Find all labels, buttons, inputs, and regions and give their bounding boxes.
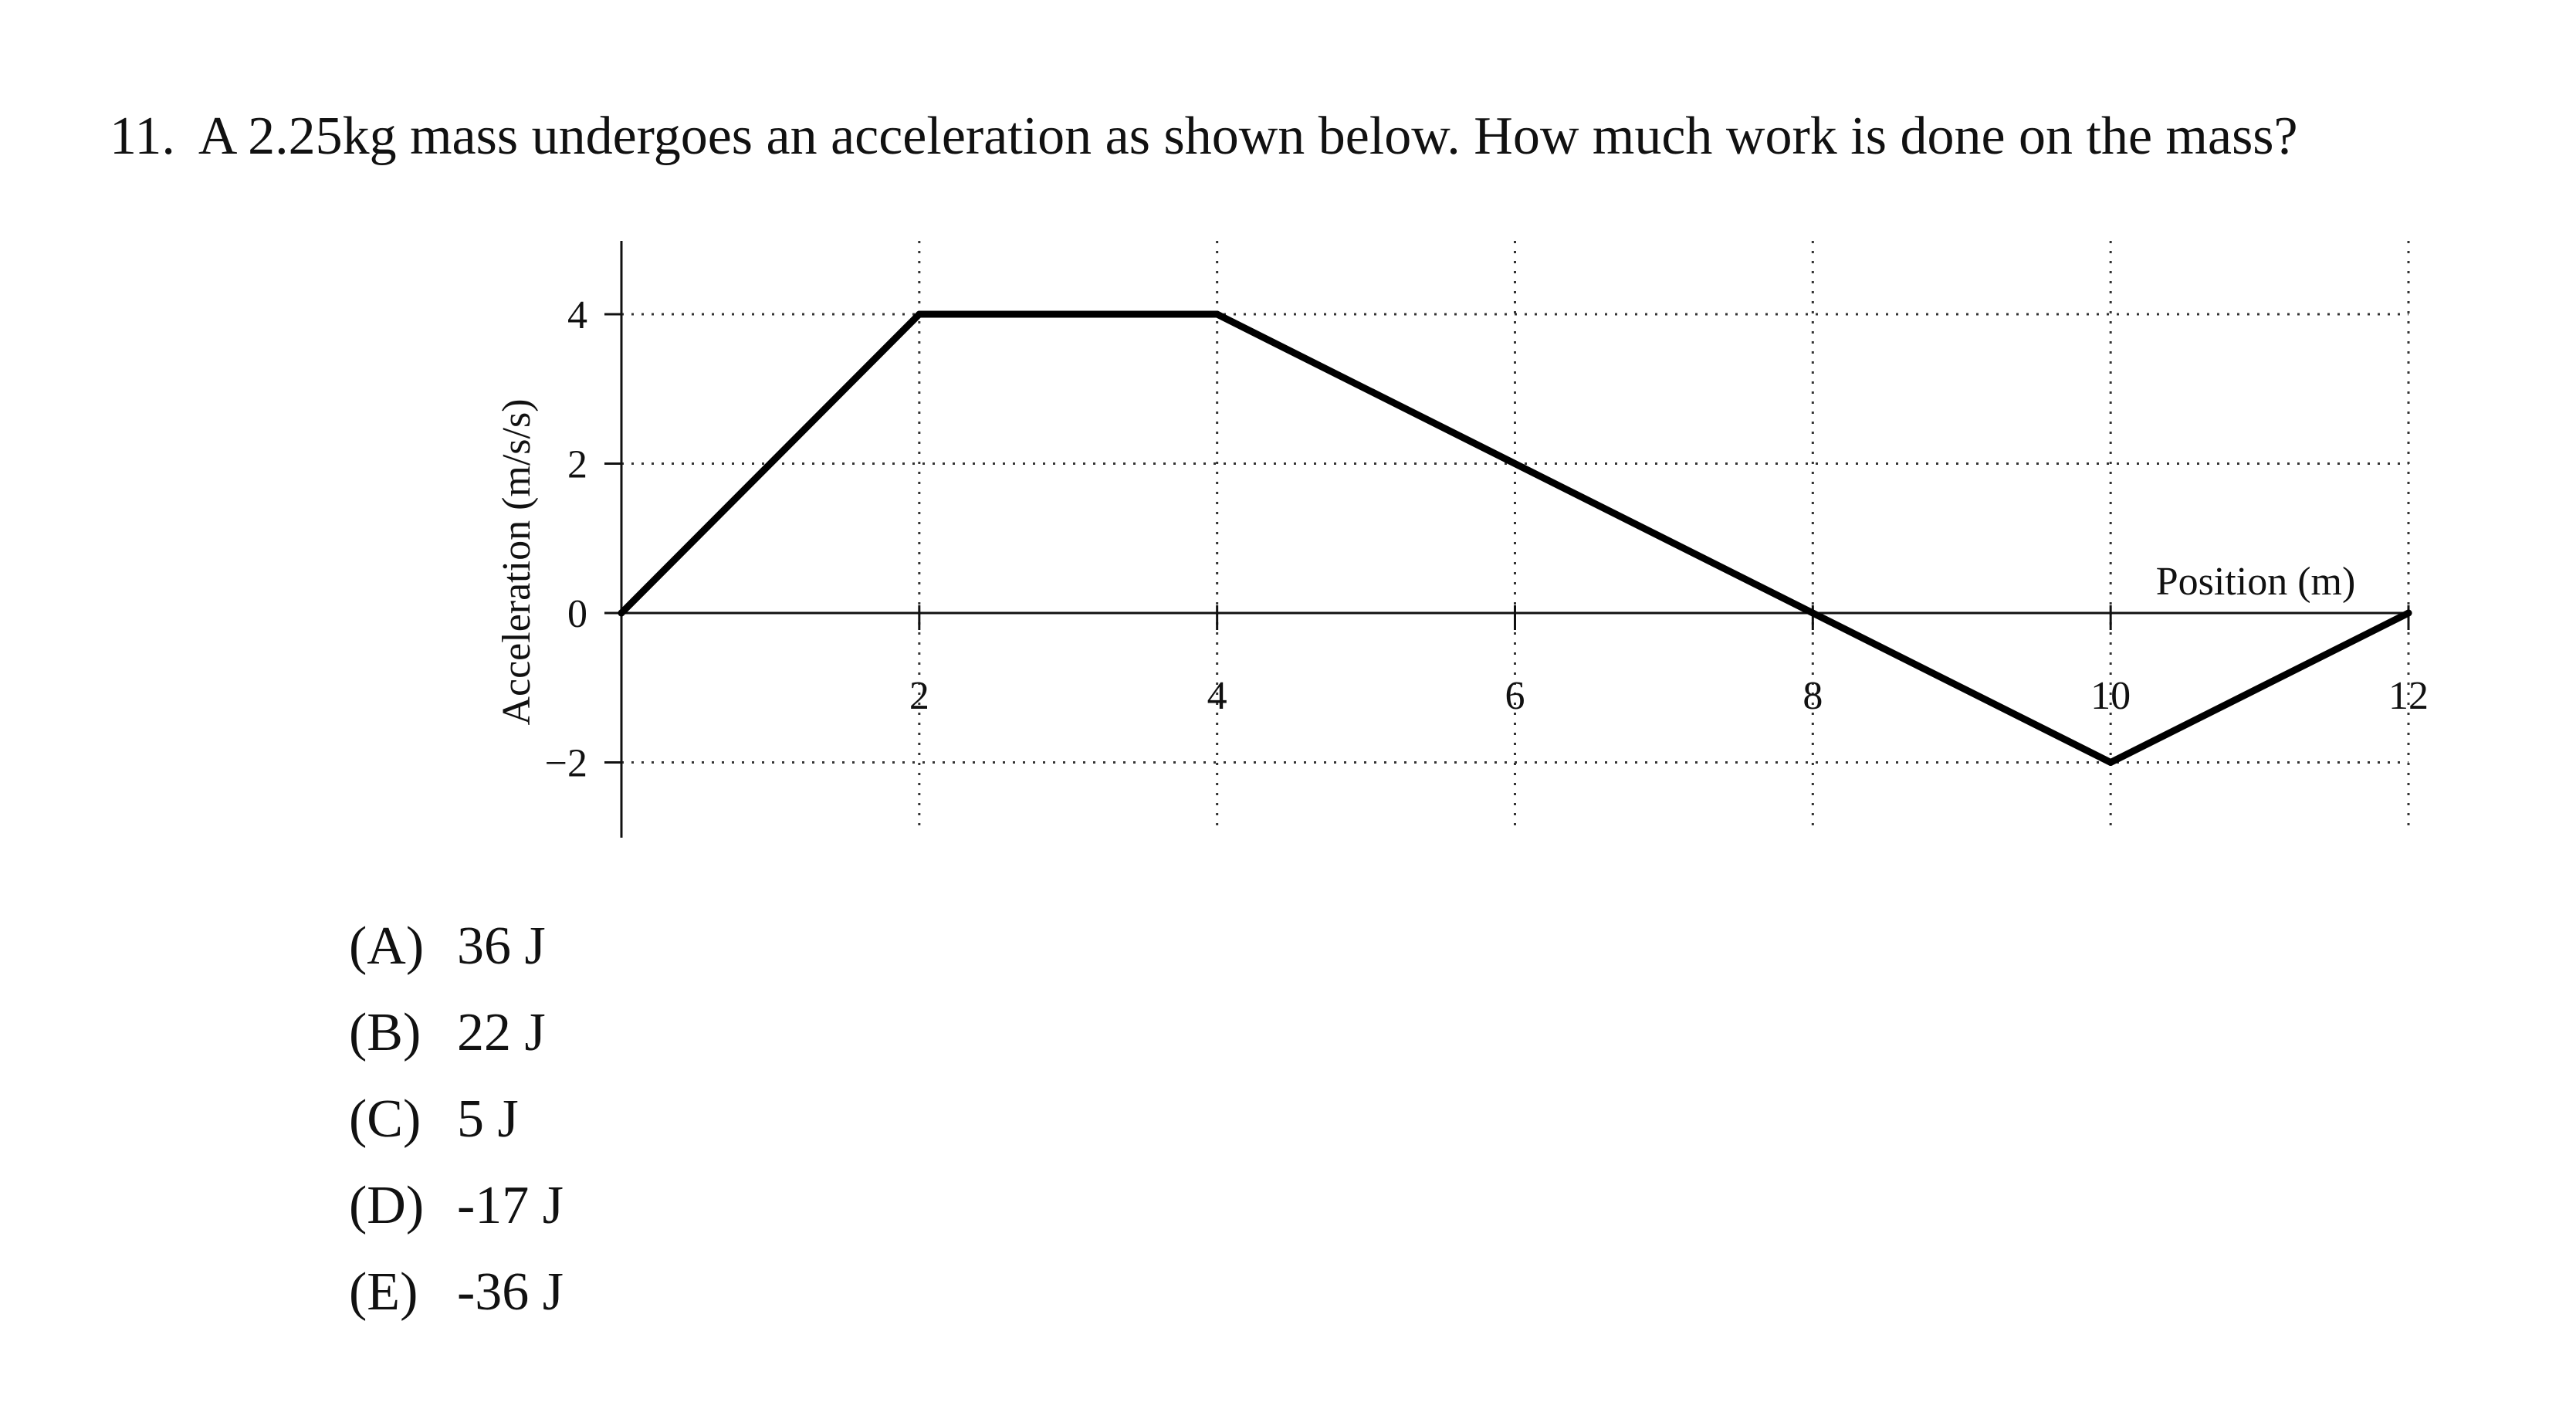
data-point — [1214, 310, 1221, 318]
x-tick-label: 4 — [1207, 674, 1227, 718]
data-point — [1809, 609, 1816, 617]
y-tick-label: 0 — [567, 592, 587, 636]
answer-choices: (A) 36 J (B) 22 J (C) 5 J (D) -17 J (E) -36 J — [349, 903, 564, 1336]
y-tick-label: 2 — [567, 443, 587, 487]
axes — [604, 241, 2410, 838]
data-point — [2405, 609, 2412, 617]
choice-letter: (B) — [349, 1003, 421, 1062]
choice-letter: (E) — [349, 1262, 418, 1322]
data-point — [2107, 759, 2114, 766]
choice-a[interactable]: (A) 36 J — [349, 903, 564, 990]
question-stem: 11. A 2.25kg mass undergoes an accelerati… — [110, 102, 2298, 171]
choice-letter: (A) — [349, 916, 425, 976]
choice-text: 5 J — [457, 1089, 519, 1149]
x-tick-label: 6 — [1505, 674, 1525, 718]
choice-letter: (D) — [349, 1176, 425, 1235]
x-axis-title: Position (m) — [2156, 560, 2356, 604]
choice-c[interactable]: (C) 5 J — [349, 1076, 564, 1163]
tick-labels: 2 4 6 8 10 12 −2 0 2 4 — [545, 293, 2429, 786]
y-tick-label: −2 — [545, 742, 587, 786]
choice-b[interactable]: (B) 22 J — [349, 990, 564, 1076]
x-tick-label: 8 — [1803, 674, 1823, 718]
grid — [621, 241, 2410, 832]
y-tick-label: 4 — [567, 293, 587, 337]
x-tick-label: 10 — [2090, 674, 2131, 718]
y-axis-title: Acceleration (m/s/s) — [495, 398, 539, 725]
choice-letter: (C) — [349, 1089, 421, 1149]
series-line-0 — [618, 310, 2412, 766]
x-tick-label: 12 — [2388, 674, 2429, 718]
choice-d[interactable]: (D) -17 J — [349, 1163, 564, 1249]
question-number: 11. — [110, 107, 175, 166]
series — [618, 310, 2412, 766]
choice-text: -36 J — [457, 1262, 564, 1322]
data-point — [916, 310, 923, 318]
choice-text: -17 J — [457, 1176, 564, 1235]
choice-text: 22 J — [457, 1003, 546, 1062]
choice-text: 36 J — [457, 916, 546, 976]
data-point — [618, 609, 625, 617]
x-tick-label: 2 — [909, 674, 929, 718]
question-text: A 2.25kg mass undergoes an acceleration … — [198, 107, 2298, 166]
choice-e[interactable]: (E) -36 J — [349, 1249, 564, 1336]
